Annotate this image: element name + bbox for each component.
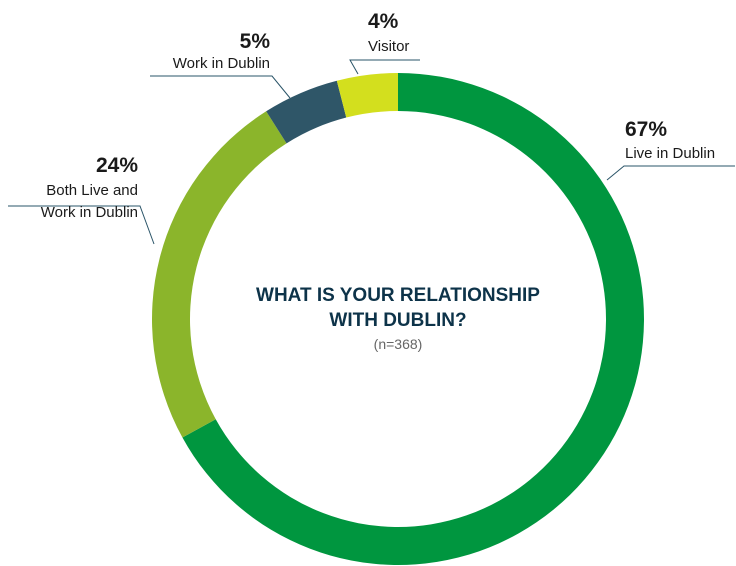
leader-line (349, 59, 420, 75)
category-label: Live in Dublin (625, 145, 716, 162)
category-label: Visitor (368, 38, 410, 55)
category-label: Both Live and Work in Dublin (40, 182, 138, 221)
value-label: 4% (368, 10, 399, 33)
leader-line (8, 205, 155, 245)
leader-line (606, 165, 735, 181)
chart-subtitle: (n=368) (373, 336, 423, 352)
donut-segment (336, 73, 398, 118)
category-label: Work in Dublin (172, 55, 270, 72)
leader-line (150, 75, 291, 99)
value-label: 5% (239, 30, 270, 53)
value-label: 67% (625, 118, 668, 141)
donut-segment (151, 111, 287, 438)
value-label: 24% (95, 154, 138, 177)
chart-title: WHAT IS YOUR RELATIONSHIP WITH DUBLIN? (256, 285, 540, 331)
donut-segment (266, 80, 347, 144)
